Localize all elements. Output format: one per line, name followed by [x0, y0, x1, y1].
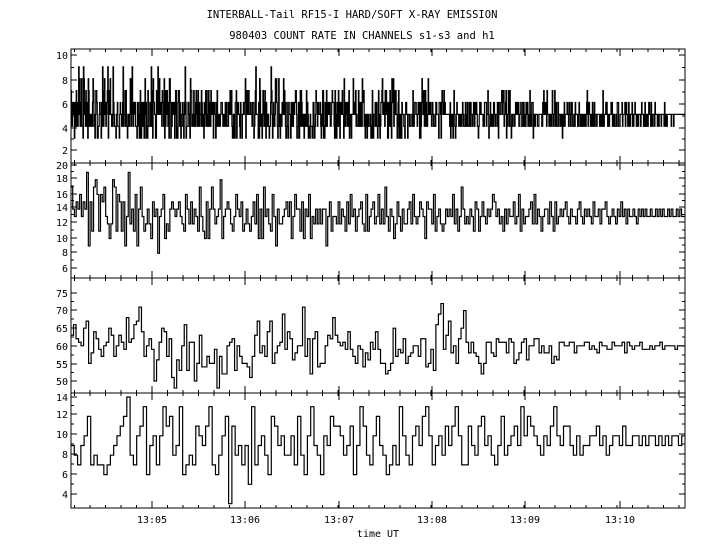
y-tick-label: 6: [62, 470, 68, 481]
y-tick-label: 8: [62, 76, 68, 87]
x-tick-label: 13:06: [230, 515, 260, 526]
chart-title: INTERBALL-Tail RF15-I HARD/SOFT X-RAY EM…: [207, 9, 498, 21]
panel-frame: [70, 392, 686, 509]
y-tick-label: 8: [62, 450, 68, 461]
y-tick-label: 6: [62, 264, 68, 275]
y-tick-label: 16: [56, 190, 68, 201]
series-line: [71, 171, 685, 254]
x-axis-tick-labels: 13:05 13:06 13:07 13:08 13:09 13:10: [137, 515, 635, 526]
y-tick-label: 4: [62, 124, 68, 135]
series-line: [71, 302, 685, 389]
y-tick-label: 65: [56, 324, 68, 335]
x-axis-label: time UT: [357, 529, 399, 540]
y-tick-label: 10: [56, 234, 68, 245]
y-tick-label: 14: [56, 393, 68, 404]
x-tick-label: 13:07: [324, 515, 354, 526]
panel-4: 4 6 8 10 12 14: [56, 392, 686, 509]
series-line: [71, 396, 685, 505]
y-tick-label: 4: [62, 490, 68, 501]
panel-1: 2 4 6 8 10: [56, 48, 686, 164]
y-tick-label: 18: [56, 174, 68, 185]
chart-subtitle: 980403 COUNT RATE IN CHANNELS s1-s3 and …: [229, 30, 495, 42]
y-tick-label: 10: [56, 430, 68, 441]
y-tick-label: 55: [56, 360, 68, 371]
y-tick-label: 50: [56, 377, 68, 388]
y-tick-label: 2: [62, 146, 68, 157]
panel-2: 6 8 10 12 14 16 18 20: [56, 161, 686, 279]
y-tick-label: 6: [62, 100, 68, 111]
panel-3: 50 55 60 65 70 75: [56, 277, 686, 394]
y-tick-label: 70: [56, 306, 68, 317]
series-line: [70, 66, 685, 139]
y-tick-label: 75: [56, 289, 68, 300]
y-tick-label: 14: [56, 203, 68, 214]
x-tick-label: 13:09: [510, 515, 540, 526]
x-tick-label: 13:05: [137, 515, 167, 526]
y-tick-label: 10: [56, 51, 68, 62]
y-tick-label: 60: [56, 342, 68, 353]
y-tick-label: 8: [62, 248, 68, 259]
x-tick-label: 13:08: [417, 515, 447, 526]
x-tick-label: 13:10: [605, 515, 635, 526]
y-tick-label: 12: [56, 218, 68, 229]
panels: 2 4 6 8 10 6 8 10 12 14 16 18 20 50 55 60 65 70 75 4 6 8 10 12 1…: [56, 48, 686, 509]
y-tick-label: 20: [56, 161, 68, 172]
y-tick-label: 12: [56, 410, 68, 421]
